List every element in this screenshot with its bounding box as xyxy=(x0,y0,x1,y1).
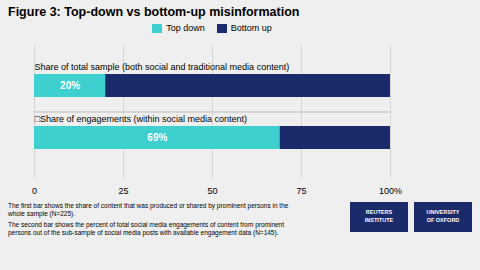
svg-text:69%: 69% xyxy=(147,132,167,143)
svg-text:Share of total sample (both so: Share of total sample (both social and t… xyxy=(35,62,290,72)
svg-text:75: 75 xyxy=(296,186,306,196)
svg-text:□Share of engagements (within: □Share of engagements (within social med… xyxy=(35,114,248,124)
html-text:Top down: Top down xyxy=(166,23,205,33)
html-text:Bottom up: Bottom up xyxy=(230,23,272,33)
html-text:The first bar shows the share: The first bar shows the share of content… xyxy=(8,202,289,218)
html-text:The second bar shows the perce: The second bar shows the percent of tota… xyxy=(8,221,284,237)
svg-text:100%: 100% xyxy=(379,186,402,196)
svg-text:0: 0 xyxy=(32,186,37,196)
html-text:REUTERS INSTITUTE: REUTERS INSTITUTE xyxy=(364,209,394,223)
svg-text:50: 50 xyxy=(207,186,217,196)
svg-text:25: 25 xyxy=(118,186,128,196)
svg-text:20%: 20% xyxy=(60,80,80,91)
html-text:UNIVERSITY OF OXFORD: UNIVERSITY OF OXFORD xyxy=(426,209,460,223)
html-text:Figure 3: Top-down vs bottom-u: Figure 3: Top-down vs bottom-up misinfor… xyxy=(8,5,300,19)
